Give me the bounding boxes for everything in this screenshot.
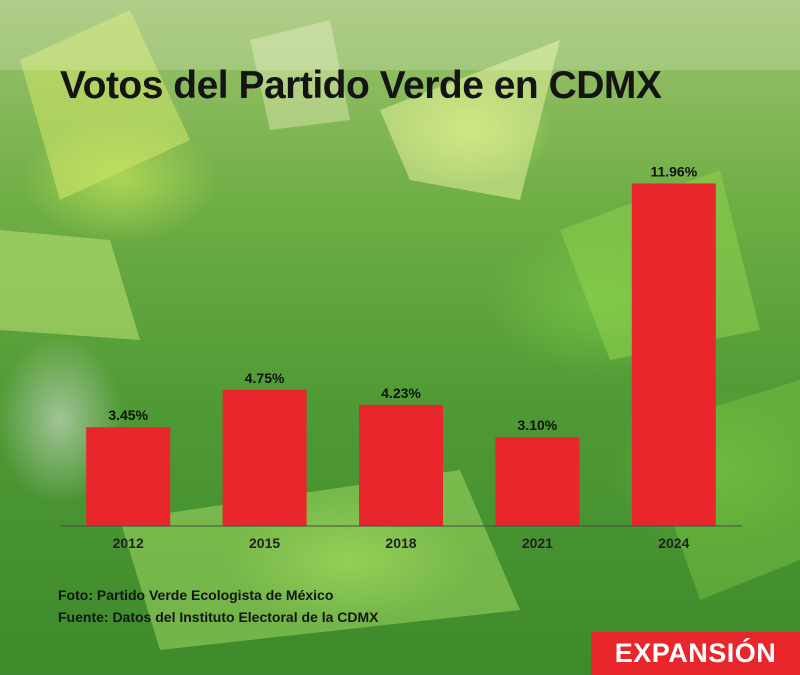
bar-2015 <box>222 389 307 526</box>
bar-2018 <box>359 404 443 526</box>
credits: Foto: Partido Verde Ecologista de México… <box>58 584 378 628</box>
photo-credit: Foto: Partido Verde Ecologista de México <box>58 587 334 603</box>
x-tick-label-2024: 2024 <box>658 535 689 551</box>
data-label-2024: 11.96% <box>650 163 697 179</box>
source-credit: Fuente: Datos del Instituto Electoral de… <box>58 609 379 625</box>
x-tick-label-2015: 2015 <box>249 535 280 551</box>
x-tick-label-2018: 2018 <box>385 535 416 551</box>
flag-shape <box>250 20 350 130</box>
data-label-2012: 3.45% <box>108 407 148 423</box>
flag-shape <box>20 10 190 200</box>
building-shape <box>0 0 800 70</box>
flag-shape <box>380 40 560 200</box>
bar-2012 <box>86 427 171 526</box>
data-label-2018: 4.23% <box>381 385 421 401</box>
expansion-logo: EXPANSIÓN <box>591 632 800 675</box>
x-tick-label-2021: 2021 <box>522 535 553 551</box>
bar-2024 <box>631 183 716 526</box>
flag-shape <box>0 230 140 340</box>
data-label-2021: 3.10% <box>518 417 558 433</box>
x-tick-label-2012: 2012 <box>113 535 144 551</box>
bar-2021 <box>495 437 580 526</box>
data-label-2015: 4.75% <box>245 370 285 386</box>
chart-title: Votos del Partido Verde en CDMX <box>60 64 662 107</box>
